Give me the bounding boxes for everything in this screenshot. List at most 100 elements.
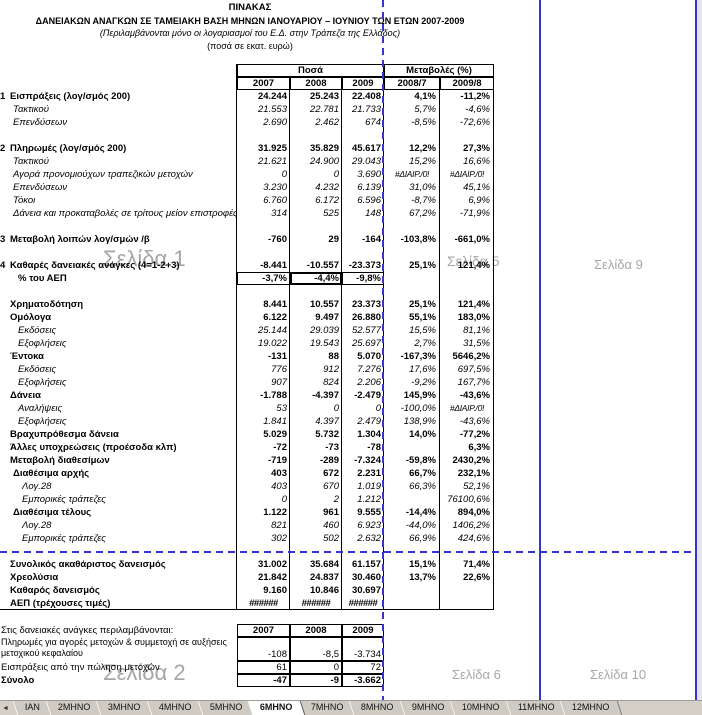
value-cell[interactable] bbox=[440, 597, 494, 610]
selected-cell[interactable]: -4,4% bbox=[290, 272, 342, 285]
value-cell[interactable]: 29.039 bbox=[309, 325, 339, 336]
label-cell[interactable]: Εμπορικές τράπεζες bbox=[0, 532, 237, 545]
value-cell[interactable]: 24.900 bbox=[309, 156, 339, 167]
value-cell[interactable]: -4,6% bbox=[465, 104, 490, 115]
footnote-value-cell[interactable]: 61 bbox=[237, 661, 290, 674]
column-header-1[interactable]: 2008 bbox=[290, 77, 342, 90]
value-cell[interactable]: 302 bbox=[271, 533, 287, 544]
value-cell[interactable]: 30.697 bbox=[351, 585, 381, 596]
value-cell[interactable]: 4.232 bbox=[315, 182, 339, 193]
value-cell[interactable]: 22.781 bbox=[309, 104, 339, 115]
value-cell[interactable]: 821 bbox=[271, 520, 287, 531]
label-cell[interactable]: Εξοφλήσεις bbox=[0, 415, 237, 428]
page-break-solid-vertical-2[interactable] bbox=[695, 0, 697, 700]
value-cell[interactable]: -9,2% bbox=[411, 377, 436, 388]
value-cell[interactable]: -661,0% bbox=[454, 234, 490, 245]
value-cell[interactable]: 21.733 bbox=[351, 104, 381, 115]
value-cell[interactable] bbox=[384, 597, 440, 610]
value-cell[interactable]: 22.408 bbox=[351, 91, 381, 102]
value-cell[interactable] bbox=[440, 584, 494, 597]
value-cell[interactable]: 6.596 bbox=[357, 195, 381, 206]
value-cell[interactable]: 31.925 bbox=[257, 143, 287, 154]
value-cell[interactable] bbox=[384, 272, 440, 285]
label-cell[interactable]: Ομόλογα bbox=[0, 311, 237, 324]
value-cell[interactable]: 0 bbox=[333, 403, 339, 414]
value-cell[interactable]: 23.373 bbox=[351, 299, 381, 310]
label-cell[interactable]: Λογ.28 bbox=[0, 480, 237, 493]
value-cell[interactable]: 525 bbox=[323, 208, 339, 219]
value-cell[interactable]: 0 bbox=[281, 494, 287, 505]
value-cell[interactable]: 121,4% bbox=[457, 299, 490, 310]
value-cell[interactable]: -164 bbox=[361, 234, 381, 245]
value-cell[interactable]: -23.373 bbox=[348, 260, 381, 271]
value-cell[interactable]: 15,2% bbox=[409, 156, 436, 167]
value-cell[interactable]: 10.846 bbox=[309, 585, 339, 596]
nav-prev-sheet-icon[interactable]: ◄ bbox=[2, 704, 9, 712]
value-cell[interactable]: 71,4% bbox=[463, 559, 490, 570]
label-cell[interactable]: Διαθέσιμα τέλους bbox=[0, 506, 237, 519]
value-cell[interactable]: 403 bbox=[271, 481, 287, 492]
value-cell[interactable]: 66,9% bbox=[409, 533, 436, 544]
value-cell[interactable]: 26.880 bbox=[351, 312, 381, 323]
value-cell[interactable]: 121,4% bbox=[457, 260, 490, 271]
sheet-tab-8[interactable]: 9ΜΗΝΟ bbox=[399, 701, 457, 715]
value-cell[interactable]: 3.690 bbox=[357, 169, 381, 180]
header-changes[interactable]: Μεταβολές (%) bbox=[384, 64, 494, 77]
sheet-tab-9[interactable]: 10ΜΗΝΟ bbox=[449, 701, 512, 715]
value-cell[interactable]: 21.621 bbox=[257, 156, 287, 167]
value-cell[interactable]: 148 bbox=[365, 208, 381, 219]
value-cell[interactable]: 824 bbox=[323, 377, 339, 388]
value-cell[interactable]: 66,7% bbox=[409, 468, 436, 479]
value-cell[interactable]: 35.829 bbox=[309, 143, 339, 154]
value-cell[interactable]: -77,2% bbox=[459, 429, 490, 440]
label-cell[interactable]: Εκδόσεις bbox=[0, 363, 237, 376]
value-cell[interactable]: 66,3% bbox=[409, 481, 436, 492]
value-cell[interactable]: 45,1% bbox=[463, 182, 490, 193]
value-cell[interactable]: 7.276 bbox=[357, 364, 381, 375]
value-cell[interactable]: 6.923 bbox=[357, 520, 381, 531]
value-cell[interactable]: -73 bbox=[325, 442, 339, 453]
value-cell[interactable]: #ΔΙΑΙΡ./0! bbox=[449, 403, 485, 413]
value-cell[interactable]: 30.460 bbox=[351, 572, 381, 583]
sheet-tab-11[interactable]: 12ΜΗΝΟ bbox=[560, 701, 623, 715]
value-cell[interactable]: 1.122 bbox=[263, 507, 287, 518]
value-cell[interactable]: 907 bbox=[271, 377, 287, 388]
label-cell[interactable]: Αναλήψεις bbox=[0, 402, 237, 415]
value-cell[interactable]: 25,1% bbox=[409, 299, 436, 310]
value-cell[interactable]: 5.070 bbox=[357, 351, 381, 362]
value-cell[interactable]: -1.788 bbox=[260, 390, 287, 401]
value-cell[interactable]: 776 bbox=[271, 364, 287, 375]
value-cell[interactable]: 25.697 bbox=[351, 338, 381, 349]
value-cell[interactable]: 2.206 bbox=[357, 377, 381, 388]
value-cell[interactable]: 403 bbox=[271, 468, 287, 479]
value-cell[interactable]: 29.043 bbox=[351, 156, 381, 167]
label-cell[interactable]: 4 Καθαρές δανειακές ανάγκες (4=1-2+3) bbox=[0, 259, 237, 272]
value-cell[interactable]: 5.029 bbox=[263, 429, 287, 440]
value-cell[interactable]: 6,3% bbox=[468, 442, 490, 453]
value-cell[interactable]: 61.157 bbox=[351, 559, 381, 570]
value-cell[interactable]: -167,3% bbox=[400, 351, 436, 362]
sheet-tab-1[interactable]: 2ΜΗΝΟ bbox=[45, 701, 103, 715]
label-cell[interactable]: Τακτικού bbox=[0, 103, 237, 116]
footnote-year-header-1[interactable]: 2008 bbox=[290, 624, 342, 637]
label-cell[interactable]: Εξοφλήσεις bbox=[0, 337, 237, 350]
value-cell[interactable] bbox=[384, 493, 440, 506]
sheet-tab-6[interactable]: 7ΜΗΝΟ bbox=[298, 701, 356, 715]
value-cell[interactable]: -7.324 bbox=[354, 455, 381, 466]
value-cell[interactable]: 53 bbox=[276, 403, 287, 414]
column-header-3[interactable]: 2008/7 bbox=[384, 77, 440, 90]
value-cell[interactable]: 5.732 bbox=[315, 429, 339, 440]
label-cell[interactable]: Εξοφλήσεις bbox=[0, 376, 237, 389]
value-cell[interactable]: 2 bbox=[333, 494, 339, 505]
value-cell[interactable]: 15,5% bbox=[409, 325, 436, 336]
footnote-value-cell[interactable]: 72 bbox=[342, 661, 384, 674]
value-cell[interactable]: 1.019 bbox=[357, 481, 381, 492]
label-cell[interactable]: Λογ.28 bbox=[0, 519, 237, 532]
label-cell[interactable]: Άλλες υποχρεώσεις (προέσοδα κλπ) bbox=[0, 441, 237, 454]
column-header-2[interactable]: 2009 bbox=[342, 77, 384, 90]
value-cell[interactable]: 145,9% bbox=[403, 390, 436, 401]
value-cell[interactable]: ###### bbox=[348, 598, 378, 609]
value-cell[interactable]: 21.842 bbox=[257, 572, 287, 583]
label-cell[interactable]: Χρεολύσια bbox=[0, 571, 237, 584]
value-cell[interactable]: 2.690 bbox=[263, 117, 287, 128]
